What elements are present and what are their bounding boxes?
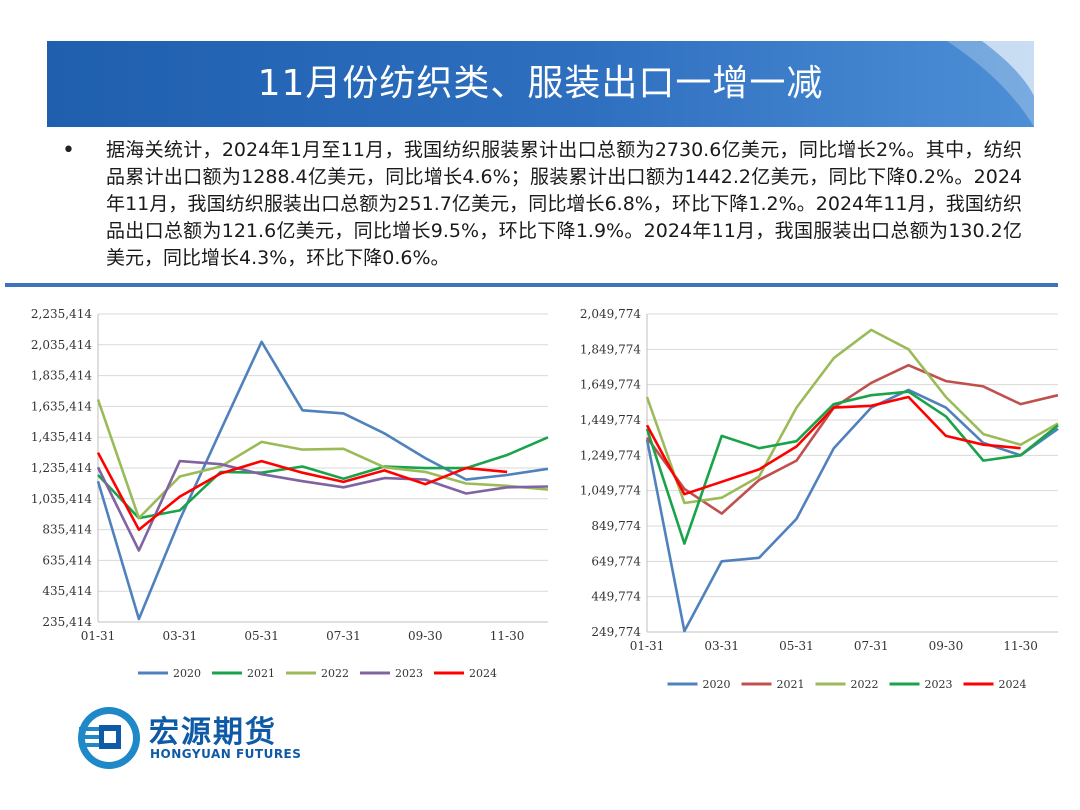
textile-chart-svg: 2,235,414 2,035,414 1,835,414 1,635,414 1,43…	[31, 307, 549, 680]
y-tick-label: 1,435,414	[31, 430, 92, 444]
legend-label-2023: 2023	[925, 678, 953, 691]
y-tick-label: 1,635,414	[31, 399, 92, 413]
y-tick-label: 1,649,774	[580, 378, 641, 392]
page-title: 11月份纺织类、服装出口一增一减	[257, 63, 824, 104]
series-line-2022	[96, 399, 549, 520]
legend-label-2022: 2022	[321, 667, 349, 680]
x-tick-label: 01-31	[81, 629, 116, 643]
x-tick-label: 03-31	[704, 639, 739, 653]
x-tick-label: 11-30	[1003, 639, 1038, 653]
series-line-2024	[96, 452, 508, 531]
y-tick-label: 1,049,774	[580, 484, 641, 498]
x-tick-label: 07-31	[326, 629, 361, 643]
summary-text: 据海关统计，2024年1月至11月，我国纺织服装累计出口总额为2730.6亿美元…	[106, 139, 1022, 269]
y-tick-label: 1,035,414	[31, 492, 92, 506]
series-line-2024	[645, 395, 1021, 496]
section-divider	[5, 283, 1058, 287]
y-tick-label: 1,249,774	[580, 448, 641, 462]
series-line-2021	[97, 436, 549, 520]
series-line-2023	[96, 459, 549, 552]
y-tick-label: 649,774	[591, 554, 641, 568]
series-line-2021	[645, 363, 1059, 515]
legend-label-2024: 2024	[469, 667, 497, 680]
legend-label-2022: 2022	[851, 678, 879, 691]
banner-background	[47, 41, 1034, 127]
x-tick-label: 07-31	[854, 639, 889, 653]
x-tick-label: 03-31	[163, 629, 198, 643]
x-tick-label: 01-31	[630, 639, 665, 653]
garment-chart-svg: 2,049,774 1,849,774 1,649,774 1,449,774 1,24…	[580, 307, 1059, 691]
y-tick-label: 1,449,774	[580, 413, 641, 427]
legend-label-2020: 2020	[703, 678, 731, 691]
y-tick-label: 1,235,414	[31, 461, 92, 475]
logo-emblem-icon	[78, 707, 140, 769]
legend-label-2024: 2024	[999, 678, 1027, 691]
textile-export-chart: 2,235,414 2,035,414 1,835,414 1,635,414 1,43…	[10, 295, 550, 685]
y-tick-label: 1,849,774	[580, 342, 641, 356]
y-tick-label: 635,414	[42, 553, 92, 567]
title-banner: 11月份纺织类、服装出口一增一减	[47, 41, 1034, 127]
bullet-marker: •	[62, 138, 75, 163]
x-tick-label: 09-30	[929, 639, 964, 653]
x-tick-label: 05-31	[779, 639, 814, 653]
company-logo: 宏源期货 HONGYUAN FUTURES	[75, 705, 315, 770]
y-tick-label: 849,774	[591, 519, 641, 533]
series-line-2022	[645, 328, 1059, 505]
y-tick-label: 1,835,414	[31, 369, 92, 383]
series-line-2023	[645, 390, 1059, 545]
legend-label-2021: 2021	[247, 667, 275, 680]
series-line-2020	[96, 340, 549, 621]
x-tick-label: 05-31	[244, 629, 279, 643]
y-tick-label: 449,774	[591, 590, 641, 604]
y-tick-label: 435,414	[42, 584, 92, 598]
x-tick-label: 09-30	[408, 629, 443, 643]
y-tick-label: 235,414	[42, 615, 92, 629]
y-tick-label: 2,049,774	[580, 307, 641, 321]
y-tick-label: 2,035,414	[31, 338, 92, 352]
legend-label-2020: 2020	[173, 667, 201, 680]
x-tick-label: 11-30	[490, 629, 525, 643]
garment-export-chart: 2,049,774 1,849,774 1,649,774 1,449,774 1,24…	[555, 300, 1060, 695]
series-line-2020	[645, 388, 1059, 633]
y-tick-label: 249,774	[591, 625, 641, 639]
legend-label-2021: 2021	[777, 678, 805, 691]
summary-block: • 据海关统计，2024年1月至11月，我国纺织服装累计出口总额为2730.6亿…	[62, 137, 1022, 272]
y-tick-label: 2,235,414	[31, 307, 92, 321]
logo-chinese-name: 宏源期货	[149, 715, 277, 750]
legend-label-2023: 2023	[395, 667, 423, 680]
logo-english-name: HONGYUAN FUTURES	[150, 747, 302, 761]
y-tick-label: 835,414	[42, 523, 92, 537]
